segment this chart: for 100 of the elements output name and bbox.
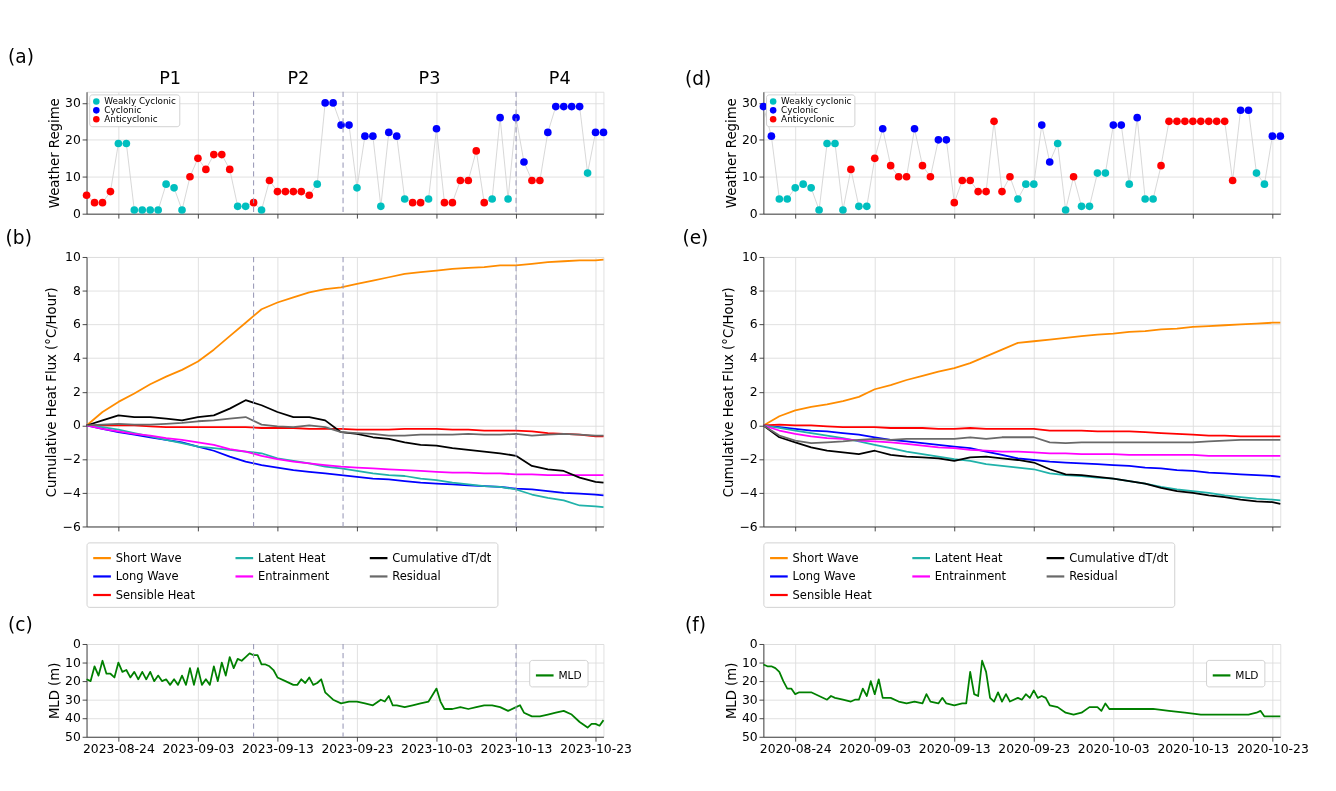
point	[855, 202, 863, 211]
chart-title: (f)	[684, 613, 706, 635]
point	[424, 195, 433, 203]
line-series	[85, 416, 605, 437]
point	[281, 187, 290, 196]
point	[1045, 158, 1054, 166]
point	[114, 139, 123, 148]
point	[1196, 117, 1205, 126]
point	[1133, 113, 1142, 122]
y-tick-label: 0	[72, 418, 81, 433]
chart-title: (a)	[8, 45, 34, 67]
point	[591, 128, 600, 137]
y-axis-title: MLD (m)	[723, 662, 739, 720]
text: P4	[548, 67, 571, 88]
y-tick-label: 10	[741, 250, 758, 265]
point	[839, 206, 847, 214]
point	[217, 150, 226, 159]
point	[82, 191, 91, 200]
point	[297, 187, 306, 196]
point	[1117, 121, 1126, 129]
point	[1029, 180, 1038, 188]
y-tick-label: 0	[749, 637, 758, 652]
point	[313, 180, 322, 188]
legend-label: MLD	[1235, 668, 1259, 681]
y-tick-label: 10	[65, 169, 81, 184]
x-tick-label: 2020-08-24	[759, 742, 832, 757]
point	[1109, 121, 1118, 129]
point	[369, 132, 377, 140]
point	[1260, 180, 1269, 188]
point	[847, 165, 855, 174]
point	[1220, 117, 1229, 126]
x-tick-label: 2023-10-23	[560, 742, 632, 757]
point	[1268, 132, 1277, 140]
chart-title: (b)	[5, 226, 32, 248]
point	[1125, 180, 1134, 188]
point	[966, 176, 975, 185]
point	[536, 176, 544, 185]
line-series	[762, 424, 1282, 445]
point	[1149, 195, 1157, 203]
y-tick-label: 10	[65, 250, 81, 265]
point	[488, 195, 496, 203]
point	[1069, 172, 1078, 181]
point	[90, 198, 99, 207]
x-tick-label: 2023-08-24	[82, 742, 155, 757]
point	[767, 132, 776, 140]
point	[878, 124, 887, 133]
point	[918, 161, 927, 170]
legend-label: Entrainment	[934, 568, 1007, 583]
point	[1085, 202, 1094, 211]
point	[1228, 176, 1237, 185]
point	[496, 113, 504, 122]
y-tick-label: 30	[741, 95, 758, 110]
y-tick-label: −2	[739, 452, 758, 467]
legend-label: Long Wave	[792, 568, 856, 583]
point	[225, 165, 234, 174]
line-series	[85, 399, 605, 484]
legend-label: Cyclonic	[104, 105, 142, 116]
y-tick-label: −6	[739, 519, 758, 534]
y-tick-label: 50	[65, 729, 81, 744]
y-tick-label: 40	[65, 711, 81, 726]
y-tick-label: 30	[741, 692, 758, 707]
point	[440, 198, 449, 207]
point	[1053, 139, 1062, 148]
line-series	[85, 258, 605, 427]
y-tick-label: 30	[65, 95, 81, 110]
y-tick-label: −4	[62, 485, 81, 500]
point	[862, 202, 871, 211]
legend-label: Weakly Cyclonic	[104, 96, 177, 107]
point	[1101, 169, 1110, 177]
point	[950, 198, 959, 207]
x-tick-label: 2023-09-03	[162, 742, 235, 757]
point	[1141, 195, 1149, 203]
point	[98, 198, 107, 207]
point	[807, 184, 815, 192]
x-tick-label: 2020-10-13	[1157, 742, 1230, 757]
y-tick-label: 10	[741, 655, 758, 670]
y-tick-label: 20	[65, 132, 81, 147]
y-tick-label: −2	[62, 452, 81, 467]
legend-label: Cumulative dT/dt	[392, 550, 492, 565]
legend-label: Residual	[392, 568, 441, 583]
x-tick-label: 2020-10-23	[1236, 742, 1309, 757]
point	[559, 102, 568, 111]
point	[831, 139, 839, 148]
y-tick-label: 10	[65, 655, 81, 670]
legend-label: Sensible Heat	[792, 587, 873, 602]
point	[1037, 121, 1046, 129]
y-tick-label: 20	[741, 132, 758, 147]
y-tick-label: 20	[741, 674, 758, 689]
legend-label: Cumulative dT/dt	[1069, 550, 1169, 565]
y-axis-title: MLD (m)	[46, 662, 62, 720]
y-tick-label: 6	[72, 317, 81, 332]
y-tick-label: 30	[65, 692, 81, 707]
legend-label: Long Wave	[115, 568, 179, 583]
point	[377, 202, 385, 211]
point	[575, 102, 584, 111]
point	[456, 176, 465, 185]
point	[958, 176, 967, 185]
legend-label: Cyclonic	[781, 105, 819, 116]
point	[1022, 180, 1030, 188]
line-series	[85, 652, 605, 729]
